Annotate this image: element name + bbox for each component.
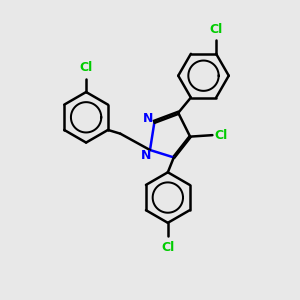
Text: Cl: Cl <box>161 241 175 254</box>
Text: N: N <box>141 149 152 162</box>
Text: Cl: Cl <box>80 61 93 74</box>
Text: Cl: Cl <box>209 23 223 36</box>
Text: Cl: Cl <box>214 129 227 142</box>
Text: N: N <box>143 112 153 125</box>
